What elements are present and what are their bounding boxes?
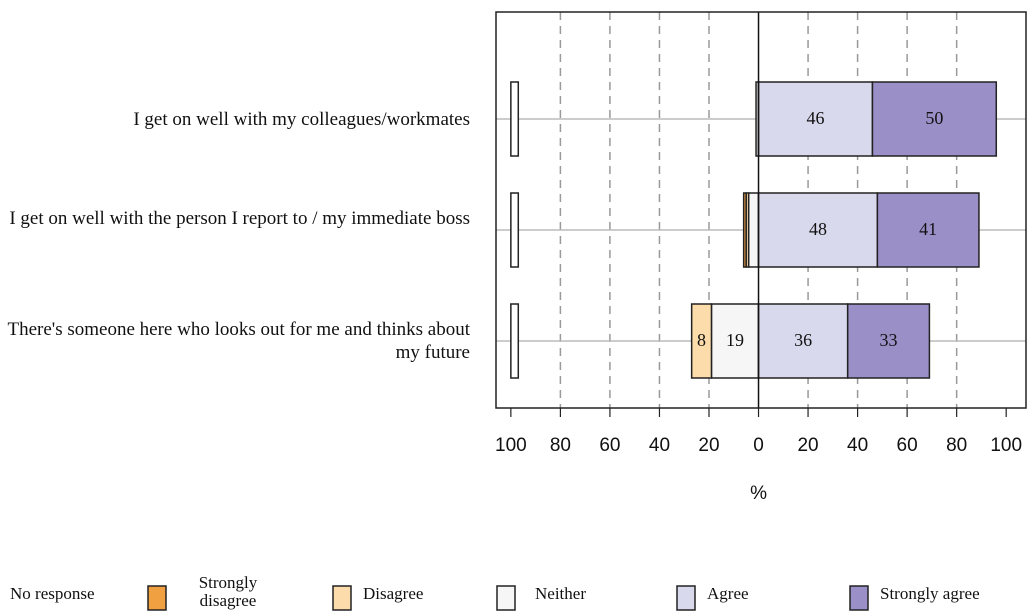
category-label: I get on well with the person I report t… [9,208,470,229]
legend-swatch [676,585,696,611]
value-label: 8 [697,330,706,350]
value-label: 33 [880,330,898,350]
x-tick-label: 80 [550,435,571,456]
legend-swatch [332,585,352,611]
legend-label: Strongly disagree [198,573,258,610]
value-label: 50 [925,108,943,128]
value-label: 48 [809,219,827,239]
x-tick-label: 100 [990,435,1022,456]
plot-frame [495,11,1027,409]
value-label: 41 [919,219,937,239]
bar [510,192,520,268]
bar [690,303,713,379]
x-tick-label: 60 [897,435,918,456]
legend-swatch [849,585,869,611]
legend-label: No response [10,584,95,603]
x-tick-label: 40 [847,435,868,456]
bar [747,192,760,268]
legend-swatch [147,585,167,611]
legend-label: Agree [707,584,749,603]
x-tick-label: 0 [753,435,764,456]
x-axis-label: % [750,483,767,504]
x-tick-label: 80 [946,435,967,456]
legend-label: Disagree [363,584,424,603]
legend-swatch [496,585,516,611]
category-label: I get on well with my colleagues/workmat… [133,109,470,130]
bar [876,192,980,268]
legend-label: Neither [535,584,586,603]
bar [846,303,931,379]
x-tick-label: 100 [495,435,527,456]
bar [710,303,760,379]
value-label: 36 [794,330,812,350]
bar [510,81,520,157]
value-label: 19 [726,330,744,350]
bar [871,81,998,157]
value-label: 46 [806,108,824,128]
x-tick-label: 40 [649,435,670,456]
legend-label: Strongly agree [880,584,980,603]
x-tick-label: 20 [698,435,719,456]
bar [510,303,520,379]
x-tick-label: 20 [797,435,818,456]
bar [742,192,747,268]
category-label: There's someone here who looks out for m… [7,319,471,363]
x-tick-label: 60 [599,435,620,456]
